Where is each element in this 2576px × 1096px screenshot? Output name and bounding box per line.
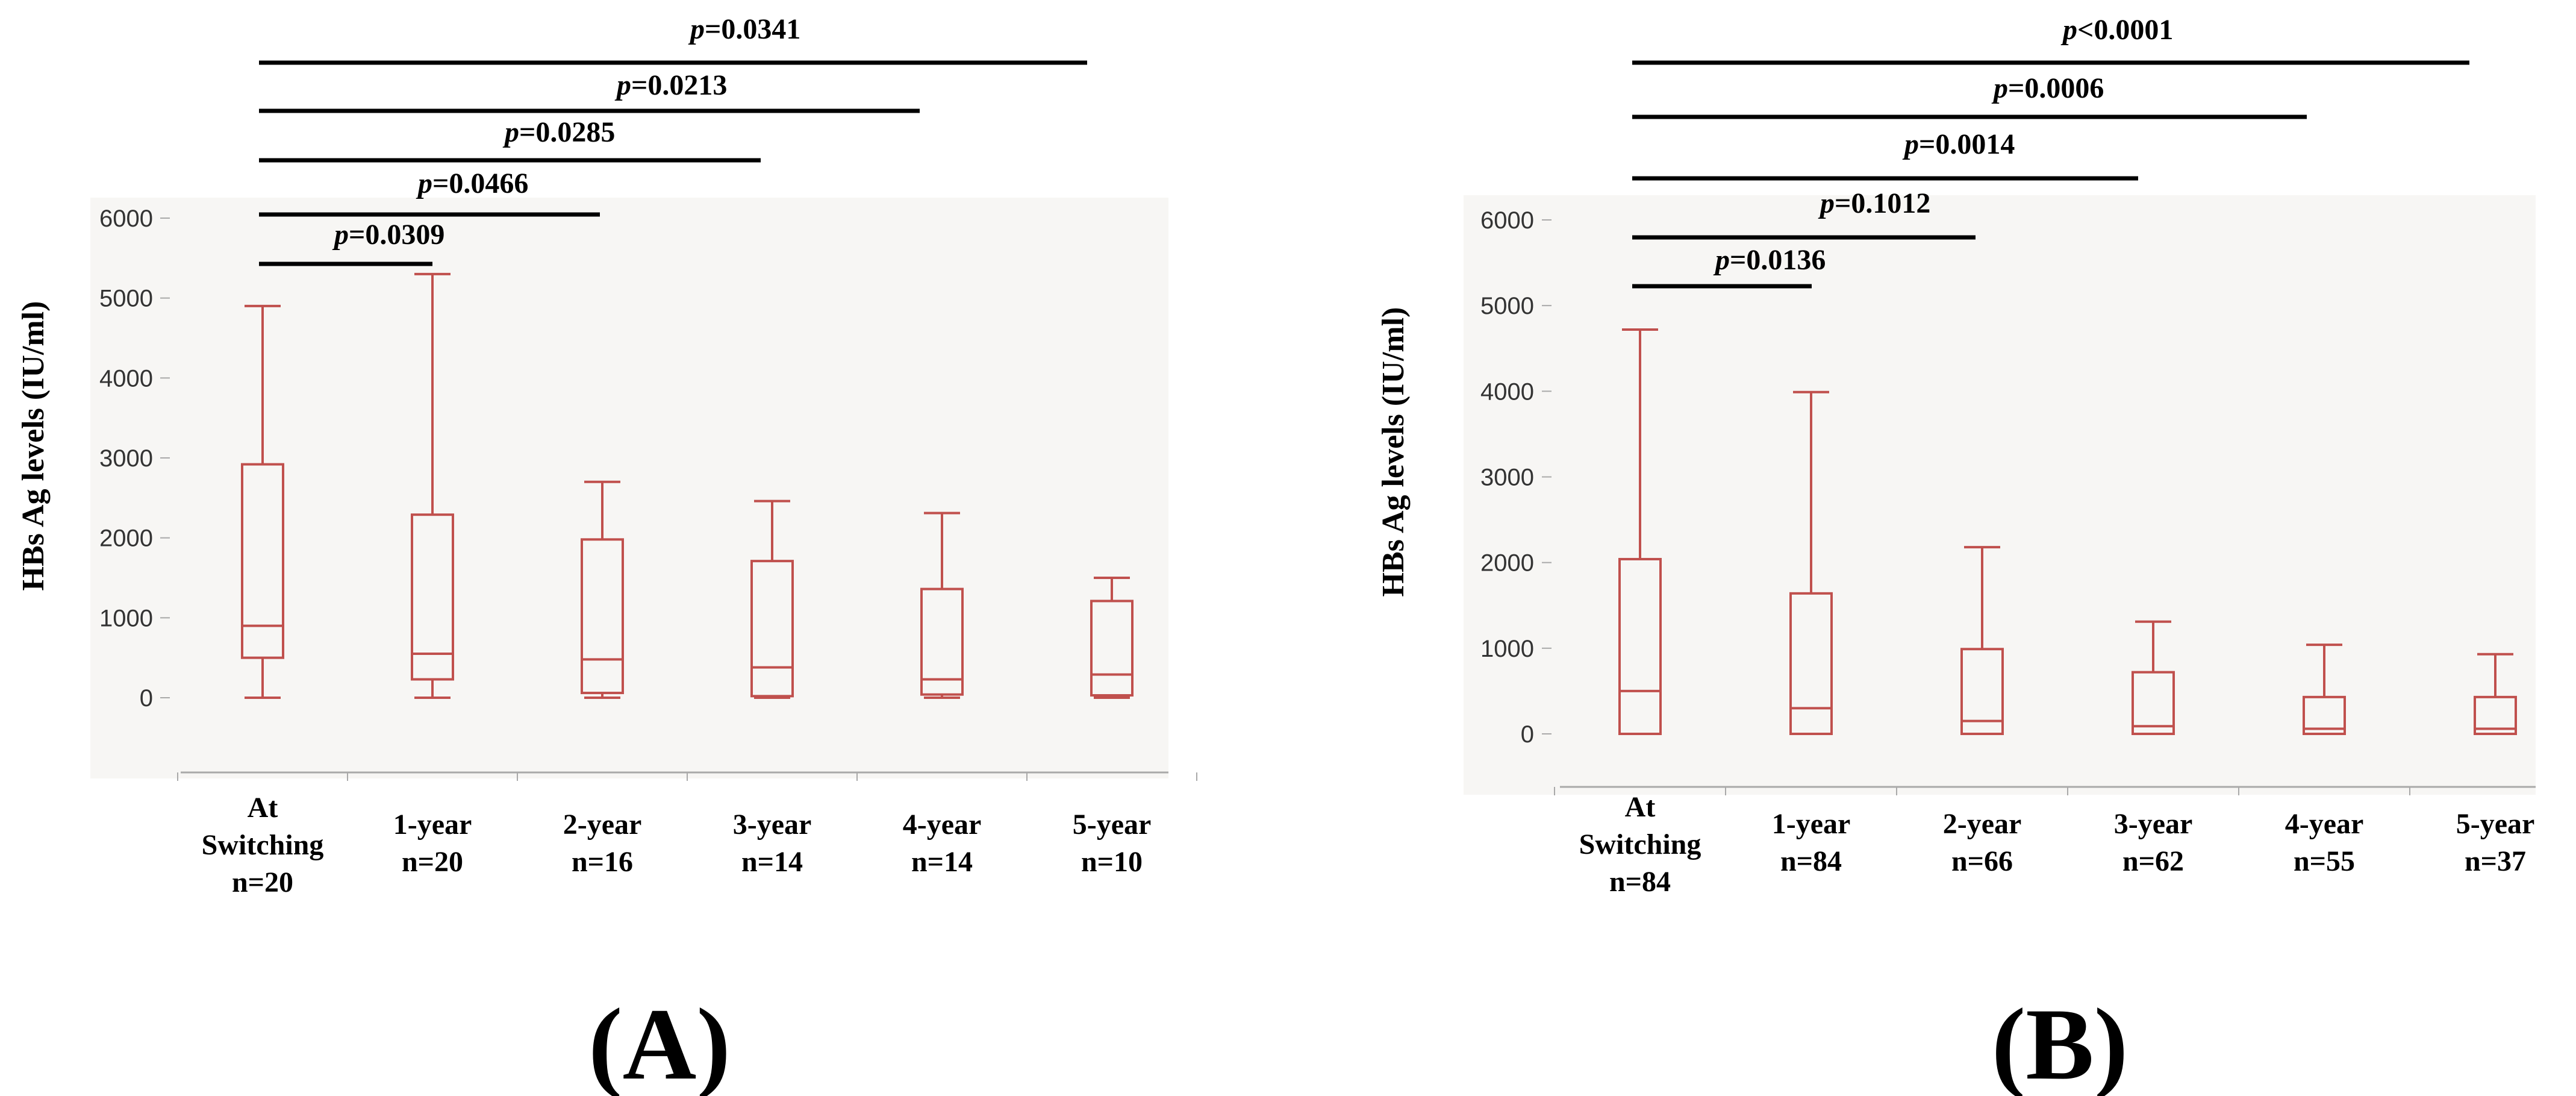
y-tick-label: 3000 (99, 445, 153, 472)
p-value-label: p=0.0466 (416, 168, 528, 199)
box-0 (241, 304, 284, 699)
x-category-label: 1-year (393, 809, 472, 841)
x-category-label: At (1625, 791, 1656, 823)
box-3 (2132, 620, 2175, 736)
box-5 (2474, 653, 2517, 735)
x-category-label: n=84 (1609, 866, 1671, 898)
box-5 (1090, 577, 1134, 699)
x-category-label: n=16 (572, 846, 633, 878)
box-3 (750, 499, 794, 699)
p-value-label: p<0.0001 (2060, 14, 2173, 46)
plot-area (90, 198, 1168, 778)
p-value-label: p=0.0285 (502, 116, 615, 148)
x-category-label: 2-year (563, 809, 642, 841)
box-4 (2303, 644, 2346, 735)
panel-label: (A) (588, 988, 731, 1096)
p-value-label: p=0.1012 (1818, 187, 1930, 219)
y-tick-label: 2000 (99, 525, 153, 552)
plot-area (1464, 195, 2536, 795)
y-tick-label: 1000 (1480, 636, 1534, 662)
p-value-label: p=0.0006 (1991, 72, 2104, 104)
box-2 (1960, 546, 2004, 735)
y-tick-label: 5000 (99, 286, 153, 312)
x-category-label: 4-year (2285, 808, 2364, 840)
y-tick-label: 6000 (99, 205, 153, 232)
y-tick-label: 6000 (1480, 207, 1534, 234)
x-category-label: Switching (202, 829, 324, 861)
box-1 (1789, 390, 1833, 736)
x-category-label: n=37 (2465, 845, 2526, 877)
box-1 (411, 272, 454, 699)
p-value-label: p=0.0309 (332, 219, 444, 251)
x-category-label: n=10 (1081, 846, 1143, 878)
x-category-label: n=20 (232, 866, 293, 898)
panel-a: 0 1000 2000 3000 4000 5000 6000 HBs Ag levels (… (16, 13, 1197, 1096)
x-category-label: n=20 (402, 846, 463, 878)
x-category-label: 5-year (1073, 809, 1152, 841)
y-tick-label: 5000 (1480, 293, 1534, 319)
y-tick-label: 4000 (99, 365, 153, 392)
x-category-label: 1-year (1772, 808, 1851, 840)
p-value-label: p=0.0341 (688, 13, 800, 45)
p-value-label: p=0.0136 (1713, 244, 1826, 276)
box-0 (1618, 328, 1662, 735)
y-tick-label: 2000 (1480, 550, 1534, 577)
box-4 (920, 512, 964, 699)
panel-b: 0 1000 2000 3000 4000 5000 6000 HBs Ag levels (… (1376, 14, 2536, 1096)
y-tick-label: 3000 (1480, 465, 1534, 491)
y-tick-label: 1000 (99, 605, 153, 631)
box-2 (581, 480, 624, 699)
x-category-label: 4-year (903, 809, 982, 841)
x-category-label: n=55 (2294, 845, 2355, 877)
y-axis-label: HBs Ag levels (IU/ml) (16, 301, 51, 591)
x-category-label: n=84 (1780, 845, 1842, 877)
p-value-label: p=0.0213 (614, 69, 727, 101)
x-category-label: n=66 (1951, 845, 2013, 877)
panel-label: (B) (1992, 988, 2128, 1096)
x-category-label: At (248, 792, 278, 824)
x-category-label: 3-year (733, 809, 812, 841)
y-tick-label: 0 (1521, 721, 1534, 748)
y-axis-label: HBs Ag levels (IU/ml) (1376, 307, 1411, 597)
x-category-label: n=14 (911, 846, 973, 878)
x-category-label: Switching (1579, 828, 1701, 860)
x-category-label: n=62 (2122, 845, 2184, 877)
y-tick-label: 4000 (1480, 378, 1534, 405)
x-category-label: 5-year (2456, 808, 2535, 840)
p-value-label: p=0.0014 (1902, 128, 2015, 160)
x-category-label: n=14 (741, 846, 803, 878)
x-category-label: 2-year (1943, 808, 2022, 840)
x-category-label: 3-year (2114, 808, 2193, 840)
y-tick-label: 0 (140, 685, 153, 712)
